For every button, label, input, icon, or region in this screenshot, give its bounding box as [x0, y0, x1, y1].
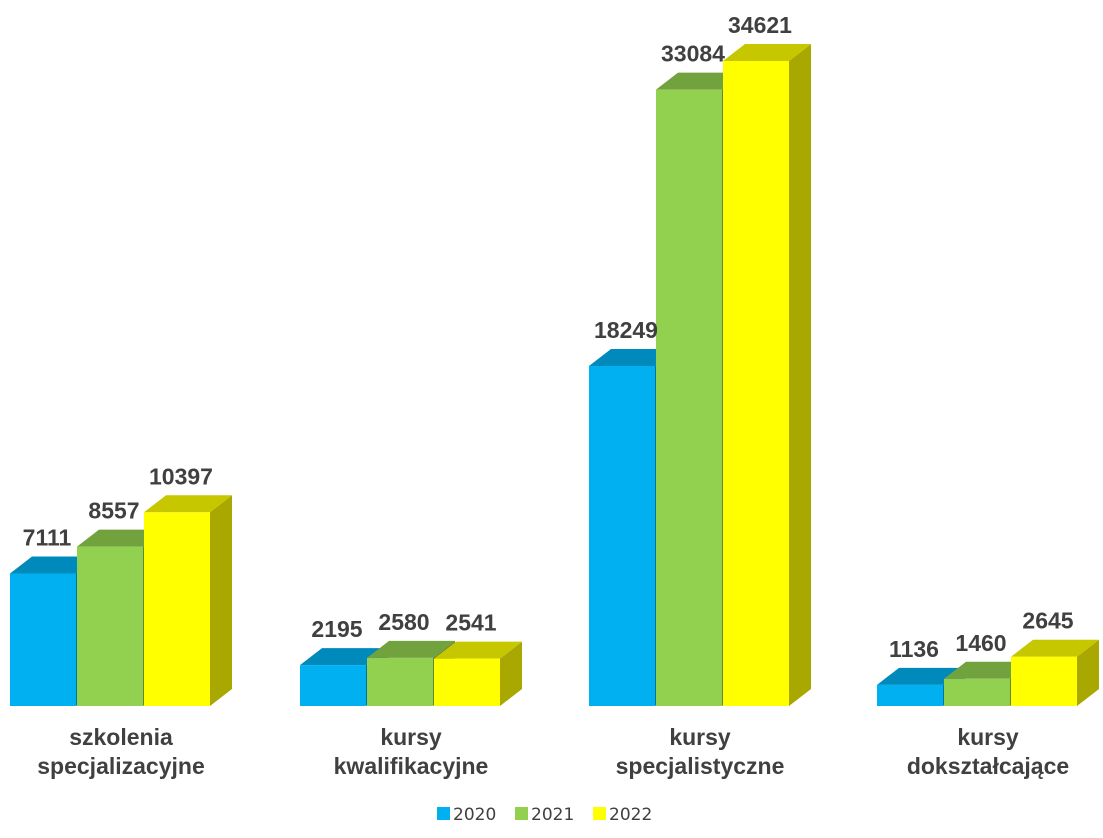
legend-item-2020: 2020 — [437, 805, 496, 825]
bar-front — [10, 573, 76, 706]
bar-front — [434, 658, 500, 706]
legend-swatch — [515, 807, 528, 820]
value-label: 1460 — [955, 630, 1006, 656]
bar-2022-3 — [1011, 639, 1099, 706]
bar-top — [589, 349, 677, 367]
bar-top — [944, 661, 1032, 679]
bar-front — [144, 512, 210, 706]
value-label: 8557 — [88, 498, 139, 524]
legend-label: 2021 — [531, 805, 574, 825]
bar-front — [589, 366, 655, 706]
bar-top — [723, 44, 811, 61]
legend-item-2021: 2021 — [515, 805, 574, 825]
value-labels-layer: 7111 8557 10397 2195 2580 2541 18249 3308434621… — [23, 12, 1074, 662]
value-label: 2580 — [378, 609, 429, 635]
bar-2022-2 — [723, 44, 811, 706]
bar-top — [77, 529, 165, 547]
legend-label: 2020 — [453, 805, 496, 825]
category-labels-layer: szkolenia specjalizacyjne kursy kwalifikacy… — [37, 724, 1069, 779]
value-label: 2195 — [311, 616, 362, 642]
value-label: 34621 — [728, 12, 792, 38]
bar-front — [723, 61, 789, 706]
category-label: specjalistyczne — [616, 753, 785, 779]
bars-layer — [10, 44, 1099, 707]
category-label: specjalizacyjne — [37, 753, 205, 779]
category-label: kursy — [669, 724, 731, 750]
value-label: 1136 — [889, 636, 939, 662]
legend-item-2022: 2022 — [593, 805, 652, 825]
bar-2022-0 — [144, 495, 232, 706]
bar-front — [300, 665, 366, 706]
category-label: szkolenia — [69, 724, 173, 750]
category-label: dokształcające — [907, 753, 1069, 779]
bar-top — [300, 648, 388, 666]
bar-side — [210, 495, 232, 706]
legend: 2020 2021 2022 — [437, 805, 652, 825]
value-label: 18249 — [594, 317, 658, 343]
bar-side — [500, 641, 522, 706]
category-label: kwalifikacyjne — [334, 753, 489, 779]
legend-label: 2022 — [609, 805, 652, 825]
legend-swatch — [593, 807, 606, 820]
legend-swatch — [437, 807, 450, 820]
value-label: 2645 — [1022, 608, 1073, 634]
bar-front — [1011, 656, 1077, 706]
value-label: 7111 — [23, 525, 72, 551]
category-label: kursy — [957, 724, 1019, 750]
bar-top — [434, 641, 522, 659]
bar-side — [789, 44, 811, 706]
bar-front — [944, 678, 1010, 706]
value-label: 33084 — [661, 41, 725, 67]
category-label: kursy — [380, 724, 442, 750]
value-label: 2541 — [445, 610, 496, 636]
bar-top — [656, 72, 744, 90]
bar-front — [367, 657, 433, 706]
bar-top — [1011, 639, 1099, 657]
bar-front — [877, 684, 943, 706]
bar-front — [656, 89, 722, 707]
bar-top — [367, 640, 455, 658]
bar-side — [1077, 639, 1099, 706]
value-label: 10397 — [149, 463, 213, 489]
bar-front — [77, 546, 143, 706]
bar-top — [877, 667, 965, 685]
bar-2022-1 — [434, 641, 522, 706]
bar-top — [144, 495, 232, 513]
bar-top — [10, 556, 98, 574]
